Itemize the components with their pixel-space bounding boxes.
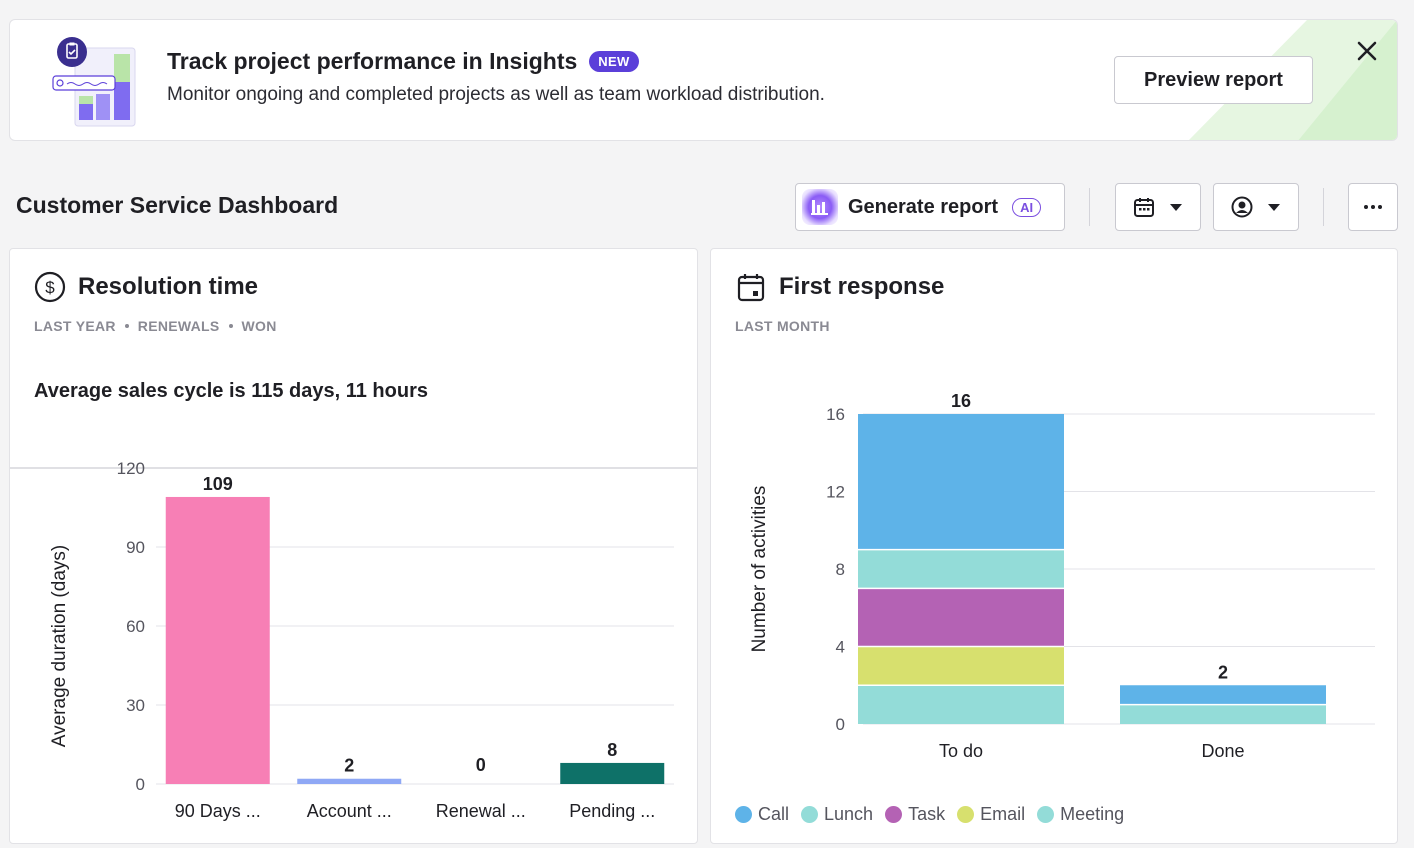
dashboard-title: Customer Service Dashboard [16, 192, 339, 218]
filter-tag: RENEWALS [137, 318, 220, 334]
ellipsis-icon [1364, 205, 1382, 209]
x-tick-label: Pending ... [569, 801, 655, 821]
banner-title: Track project performance in Insights [167, 48, 578, 74]
svg-text:$: $ [45, 278, 55, 297]
bar-segment [1120, 685, 1326, 705]
generate-report-button[interactable]: Generate report AI [795, 183, 1065, 231]
y-tick-label: 120 [117, 459, 145, 478]
x-tick-label: Account ... [307, 801, 392, 821]
filter-tag: LAST YEAR [34, 318, 116, 334]
chevron-down-icon [1268, 204, 1280, 211]
generate-report-label: Generate report [848, 195, 999, 218]
legend-item[interactable]: Task [885, 804, 945, 825]
data-label: 16 [951, 391, 971, 411]
y-tick-label: 60 [126, 617, 145, 636]
date-filter-dropdown[interactable] [1115, 183, 1201, 231]
y-tick-label: 16 [826, 405, 845, 424]
filter-tag: WON [241, 318, 277, 334]
y-axis-label: Average duration (days) [49, 545, 70, 747]
legend-item[interactable]: Email [957, 804, 1025, 825]
insights-banner: Track project performance in Insights NE… [9, 19, 1398, 141]
legend-swatch [885, 806, 903, 823]
bar-segment [858, 414, 1064, 550]
x-tick-label: 90 Days ... [175, 801, 261, 821]
resolution-time-chart: 0 30 60 90 120 Average duration (days) 109 90 D… [10, 459, 697, 821]
y-tick-label: 0 [136, 775, 145, 794]
data-label: 109 [203, 474, 233, 494]
data-label: 2 [1218, 662, 1228, 682]
close-banner-button[interactable] [1350, 34, 1384, 68]
resolution-time-title: Resolution time [78, 273, 259, 300]
close-icon [1357, 41, 1377, 61]
calendar-icon [1134, 198, 1154, 217]
legend-swatch [735, 806, 752, 823]
toolbar-divider [1323, 188, 1324, 226]
y-tick-label: 4 [836, 638, 845, 657]
bar [560, 762, 665, 784]
legend-swatch [1037, 806, 1055, 823]
x-tick-label: Done [1201, 741, 1244, 761]
data-label: 8 [607, 740, 617, 760]
legend-label: Meeting [1060, 804, 1125, 824]
insights-illustration [52, 37, 136, 127]
legend-item[interactable]: Meeting [1037, 804, 1124, 825]
legend-label: Call [758, 804, 790, 824]
legend-swatch [957, 806, 975, 823]
toolbar-divider [1089, 188, 1090, 226]
banner-description: Monitor ongoing and completed projects a… [167, 84, 825, 105]
user-circle-icon [1231, 196, 1253, 218]
first-response-chart: 0 4 8 12 16 Number of activities 16 To do 2 Done [749, 391, 1375, 761]
resolution-time-card[interactable]: $ Resolution time LAST YEAR RENEWALS WON… [9, 248, 698, 844]
bar-segment [858, 685, 1064, 724]
first-response-filters: LAST MONTH [735, 318, 830, 334]
y-tick-label: 30 [126, 696, 145, 715]
bar-segment [858, 588, 1064, 647]
report-chart-icon [802, 189, 838, 225]
preview-report-button[interactable]: Preview report [1114, 56, 1313, 104]
first-response-card[interactable]: First response LAST MONTH 0 4 8 12 16 Number … [710, 248, 1398, 844]
more-options-button[interactable] [1348, 183, 1398, 231]
x-tick-label: Renewal ... [436, 801, 526, 821]
y-tick-label: 90 [126, 538, 145, 557]
first-response-title: First response [779, 273, 945, 300]
y-tick-label: 12 [826, 483, 845, 502]
calendar-icon [737, 274, 765, 302]
user-filter-dropdown[interactable] [1213, 183, 1299, 231]
legend-label: Lunch [824, 804, 874, 824]
new-badge: NEW [589, 51, 639, 72]
average-sales-cycle: Average sales cycle is 115 days, 11 hour… [34, 380, 428, 402]
data-label: 2 [344, 756, 354, 776]
chart-legend: Call Lunch Task Email Meeting [735, 804, 1124, 825]
x-tick-label: To do [939, 741, 983, 761]
legend-label: Task [908, 804, 946, 824]
ai-badge: AI [1012, 197, 1042, 217]
chevron-down-icon [1170, 204, 1182, 211]
data-label: 0 [476, 755, 486, 775]
bar [165, 496, 270, 784]
resolution-filters: LAST YEAR RENEWALS WON [34, 318, 277, 334]
bar-segment [858, 646, 1064, 686]
bar-segment [1120, 704, 1326, 724]
bar-segment [858, 549, 1064, 589]
bar [297, 778, 402, 784]
legend-item[interactable]: Lunch [801, 804, 873, 825]
legend-item[interactable]: Call [735, 804, 789, 825]
y-tick-label: 8 [836, 560, 845, 579]
legend-label: Email [980, 804, 1026, 824]
legend-swatch [801, 806, 819, 823]
y-tick-label: 0 [836, 715, 845, 734]
y-axis-label: Number of activities [749, 486, 770, 653]
filter-tag: LAST MONTH [735, 318, 830, 334]
dollar-circle-icon: $ [34, 271, 66, 303]
